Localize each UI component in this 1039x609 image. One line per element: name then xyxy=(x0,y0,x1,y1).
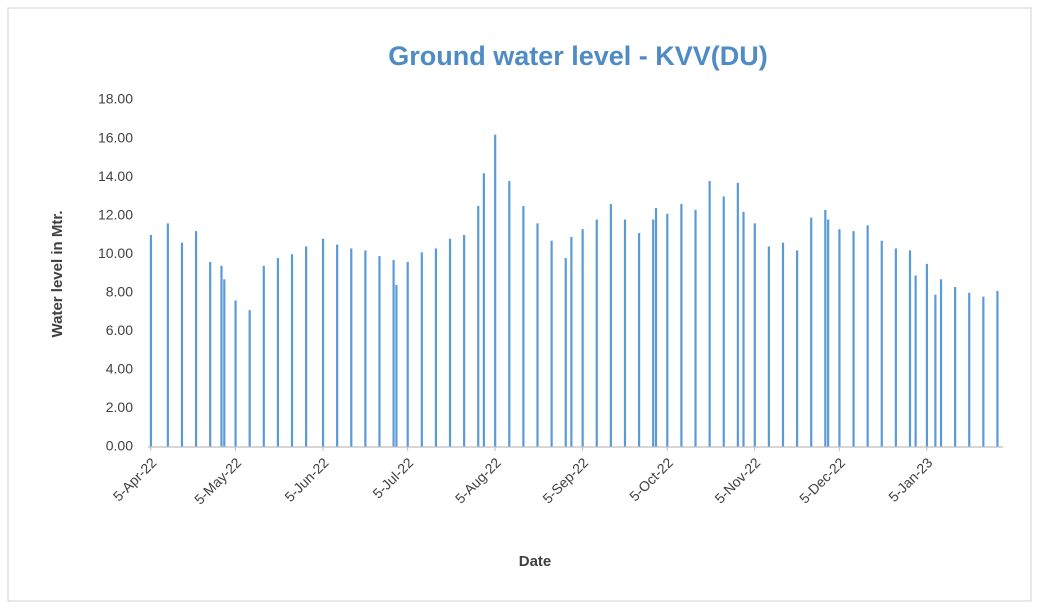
bar xyxy=(223,279,226,447)
bar xyxy=(914,275,917,447)
bar xyxy=(234,300,237,447)
bar xyxy=(838,229,841,447)
bar xyxy=(477,206,480,447)
bar xyxy=(262,265,265,447)
bar xyxy=(395,285,398,447)
bar xyxy=(248,310,251,447)
bar xyxy=(494,134,497,447)
x-tick-label: 5-Apr-22 xyxy=(110,454,160,504)
bar xyxy=(392,260,395,447)
bar xyxy=(581,229,584,447)
bar xyxy=(420,252,423,447)
bar xyxy=(623,219,627,447)
bar xyxy=(866,225,869,447)
chart-title: Ground water level - KVV(DU) xyxy=(388,41,768,71)
y-tick-label: 2.00 xyxy=(106,399,133,415)
bar xyxy=(209,261,212,447)
bar xyxy=(595,219,598,447)
y-tick-label: 4.00 xyxy=(106,361,133,377)
bar xyxy=(406,261,409,447)
y-tick-label: 8.00 xyxy=(106,283,133,299)
bar xyxy=(290,254,294,447)
bar xyxy=(434,248,438,447)
bar xyxy=(564,258,567,447)
bar xyxy=(810,217,813,447)
bar xyxy=(934,294,937,447)
bar xyxy=(350,248,353,447)
bar xyxy=(463,234,466,447)
chart-frame xyxy=(7,7,1032,602)
bar xyxy=(852,231,855,447)
bar xyxy=(954,286,957,447)
bar xyxy=(508,180,511,447)
bar xyxy=(570,236,573,447)
bar xyxy=(637,233,641,447)
bar xyxy=(194,231,198,447)
y-axis-title: Water level in Mtr. xyxy=(49,211,66,338)
x-tick-label: 5-Nov-22 xyxy=(711,454,763,506)
bar xyxy=(939,279,943,447)
x-tick-label: 5-Dec-22 xyxy=(796,454,848,506)
bar xyxy=(996,290,999,447)
bar xyxy=(753,223,756,447)
bar xyxy=(448,238,452,447)
bar xyxy=(982,296,985,447)
bar xyxy=(894,248,897,447)
y-tick-label: 14.00 xyxy=(98,168,133,184)
bar xyxy=(925,263,929,447)
y-tick-label: 10.00 xyxy=(98,245,133,261)
bar xyxy=(736,182,739,447)
y-tick-label: 6.00 xyxy=(106,322,133,338)
x-axis-title: Date xyxy=(519,553,552,570)
bar xyxy=(336,244,339,447)
bar xyxy=(908,250,912,447)
bar xyxy=(708,180,711,447)
bar xyxy=(276,258,280,447)
x-tick-label: 5-Jul-22 xyxy=(369,454,416,501)
y-tick-label: 12.00 xyxy=(98,206,133,222)
bar xyxy=(722,196,725,447)
bar xyxy=(166,223,169,447)
bar xyxy=(305,246,308,447)
bar xyxy=(666,213,669,447)
x-tick-label: 5-May-22 xyxy=(191,454,244,507)
x-tick-label: 5-Oct-22 xyxy=(626,454,676,504)
y-tick-label: 16.00 xyxy=(98,129,133,145)
bar xyxy=(364,250,367,447)
bar xyxy=(482,173,485,447)
x-tick-label: 5-Jan-23 xyxy=(885,454,936,505)
bar xyxy=(824,209,827,447)
x-tick-label: 5-Jun-22 xyxy=(281,454,332,505)
bar xyxy=(321,238,325,447)
x-tick-label: 5-Sep-22 xyxy=(539,454,591,506)
bar xyxy=(522,206,525,447)
bar xyxy=(180,242,184,447)
bar xyxy=(652,219,655,447)
bar xyxy=(968,292,971,447)
y-tick-label: 18.00 xyxy=(98,91,133,107)
bar xyxy=(781,242,785,447)
bar xyxy=(742,211,745,447)
bar xyxy=(694,209,697,447)
bar xyxy=(220,265,223,447)
x-tick-label: 5-Aug-22 xyxy=(452,454,504,506)
bar xyxy=(796,250,799,447)
bar xyxy=(654,207,658,447)
bar xyxy=(767,246,770,447)
bar xyxy=(827,219,830,447)
bar xyxy=(378,256,381,447)
y-tick-label: 0.00 xyxy=(106,438,133,454)
bar xyxy=(680,204,683,447)
bar xyxy=(550,240,553,447)
bar xyxy=(536,223,539,447)
bar xyxy=(149,234,153,447)
bar xyxy=(609,204,612,447)
bar xyxy=(880,240,883,447)
